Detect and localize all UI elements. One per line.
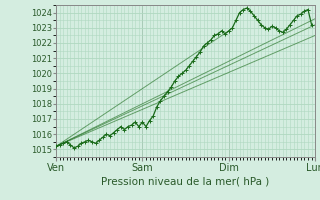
X-axis label: Pression niveau de la mer( hPa ): Pression niveau de la mer( hPa ) (101, 177, 270, 187)
